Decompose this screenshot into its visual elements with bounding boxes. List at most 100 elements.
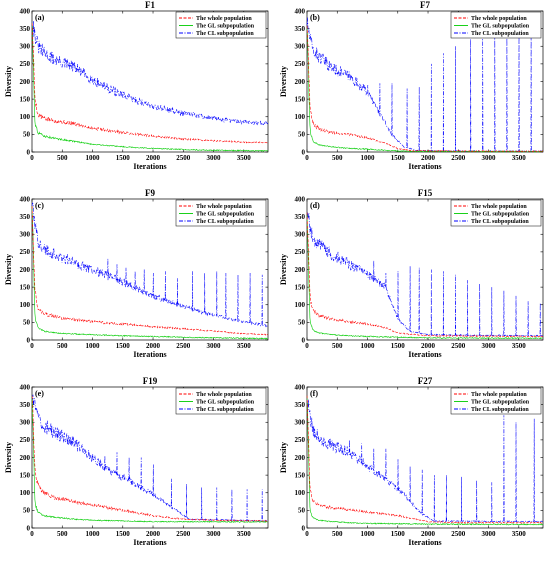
x-tick-label: 1500 bbox=[391, 530, 406, 538]
y-tick-label: 50 bbox=[23, 131, 31, 139]
y-tick-label: 100 bbox=[295, 113, 306, 121]
chart-panel: F15 0 50 100 150 200 250 300 350 400 0 500 1000 1500 2… bbox=[275, 188, 550, 376]
chart-title: F7 bbox=[420, 0, 430, 10]
y-tick-label: 150 bbox=[20, 471, 31, 479]
panel-tag: (e) bbox=[35, 389, 44, 398]
chart-svg: F7 0 50 100 150 200 250 300 350 400 0 500 1000 1500 20… bbox=[279, 0, 544, 171]
y-tick-label: 200 bbox=[20, 266, 31, 274]
series-line bbox=[306, 395, 544, 526]
chart-svg: F27 0 50 100 150 200 250 300 350 400 0 500 1000 1500 2… bbox=[279, 376, 544, 547]
y-tick-label: 400 bbox=[295, 383, 306, 391]
x-tick-label: 2000 bbox=[421, 530, 436, 538]
y-tick-label: 50 bbox=[298, 131, 306, 139]
x-tick-label: 3000 bbox=[482, 342, 497, 350]
series-line bbox=[31, 22, 268, 152]
y-tick-label: 50 bbox=[298, 319, 306, 327]
x-axis-label: Iterations bbox=[133, 162, 166, 171]
x-tick-label: 1500 bbox=[116, 154, 131, 162]
y-tick-label: 150 bbox=[295, 95, 306, 103]
series-line bbox=[31, 20, 269, 126]
y-tick-label: 400 bbox=[20, 383, 31, 391]
y-tick-label: 50 bbox=[23, 319, 31, 327]
y-tick-label: 350 bbox=[295, 25, 306, 33]
y-tick-label: 250 bbox=[20, 248, 31, 256]
x-tick-label: 2500 bbox=[176, 530, 191, 538]
x-axis-label: Iterations bbox=[408, 350, 441, 359]
legend-label: The GL subpopulation bbox=[471, 400, 530, 406]
chart-panel: F19 0 50 100 150 200 250 300 350 400 0 500 1000 1500 2… bbox=[0, 376, 275, 564]
chart-svg: F15 0 50 100 150 200 250 300 350 400 0 500 1000 1500 2… bbox=[279, 188, 544, 359]
x-tick-label: 3500 bbox=[512, 342, 527, 350]
x-tick-label: 500 bbox=[332, 154, 343, 162]
y-tick-label: 150 bbox=[295, 283, 306, 291]
chart-title: F19 bbox=[143, 376, 158, 386]
y-tick-label: 400 bbox=[295, 195, 306, 203]
x-tick-label: 500 bbox=[57, 154, 68, 162]
y-tick-label: 0 bbox=[27, 524, 31, 532]
y-tick-label: 350 bbox=[295, 213, 306, 221]
x-axis-label: Iterations bbox=[408, 538, 441, 547]
series-line bbox=[306, 211, 543, 337]
legend-label: The whole population bbox=[196, 392, 252, 398]
y-tick-label: 0 bbox=[27, 336, 31, 344]
chart-svg: F1 0 50 100 150 200 250 300 350 400 0 500 1000 1500 20… bbox=[4, 0, 269, 171]
x-tick-label: 500 bbox=[57, 342, 68, 350]
series-line bbox=[306, 212, 543, 338]
x-axis-label: Iterations bbox=[133, 350, 166, 359]
x-tick-label: 3000 bbox=[207, 154, 222, 162]
y-tick-label: 400 bbox=[20, 7, 31, 15]
panel-tag: (b) bbox=[310, 13, 320, 22]
y-tick-label: 0 bbox=[302, 148, 306, 156]
y-tick-label: 300 bbox=[295, 43, 306, 51]
y-axis-label: Diversity bbox=[4, 66, 13, 97]
x-axis-label: Iterations bbox=[408, 162, 441, 171]
legend-label: The whole population bbox=[471, 392, 527, 398]
y-tick-label: 300 bbox=[295, 419, 306, 427]
x-tick-label: 2500 bbox=[176, 154, 191, 162]
x-tick-label: 0 bbox=[30, 154, 34, 162]
series-line bbox=[31, 394, 269, 522]
x-tick-label: 3500 bbox=[512, 154, 527, 162]
series-line bbox=[306, 25, 544, 153]
x-tick-label: 3500 bbox=[237, 530, 252, 538]
x-tick-label: 2500 bbox=[451, 530, 466, 538]
y-tick-label: 300 bbox=[20, 419, 31, 427]
y-tick-label: 250 bbox=[20, 436, 31, 444]
series-line bbox=[31, 396, 268, 522]
x-tick-label: 0 bbox=[30, 342, 34, 350]
x-tick-label: 1000 bbox=[361, 342, 376, 350]
y-tick-label: 150 bbox=[20, 283, 31, 291]
panel-tag: (a) bbox=[35, 13, 45, 22]
x-tick-label: 2000 bbox=[146, 530, 161, 538]
x-tick-label: 1000 bbox=[86, 342, 101, 350]
y-tick-label: 250 bbox=[20, 60, 31, 68]
chart-title: F1 bbox=[145, 0, 155, 10]
x-tick-label: 1500 bbox=[391, 342, 406, 350]
legend-label: The CL subpopulation bbox=[196, 219, 254, 225]
y-tick-label: 50 bbox=[298, 507, 306, 515]
x-tick-label: 2000 bbox=[146, 154, 161, 162]
y-tick-label: 250 bbox=[295, 436, 306, 444]
x-tick-label: 1500 bbox=[391, 154, 406, 162]
y-tick-label: 350 bbox=[20, 25, 31, 33]
chart-svg: F19 0 50 100 150 200 250 300 350 400 0 500 1000 1500 2… bbox=[4, 376, 269, 547]
legend bbox=[175, 387, 267, 415]
legend-label: The GL subpopulation bbox=[471, 24, 530, 30]
y-tick-label: 200 bbox=[20, 454, 31, 462]
legend-label: The CL subpopulation bbox=[196, 407, 254, 413]
legend-label: The GL subpopulation bbox=[196, 24, 255, 30]
y-tick-label: 350 bbox=[20, 213, 31, 221]
chart-title: F27 bbox=[418, 376, 433, 386]
x-tick-label: 2000 bbox=[421, 342, 436, 350]
legend bbox=[450, 387, 542, 415]
y-axis-label: Diversity bbox=[279, 254, 288, 285]
series-line bbox=[31, 206, 268, 336]
y-tick-label: 200 bbox=[295, 78, 306, 86]
y-axis-label: Diversity bbox=[279, 442, 288, 473]
y-tick-label: 150 bbox=[20, 95, 31, 103]
chart-panel: F27 0 50 100 150 200 250 300 350 400 0 500 1000 1500 2… bbox=[275, 376, 550, 564]
legend-label: The CL subpopulation bbox=[196, 31, 254, 37]
x-tick-label: 2000 bbox=[421, 154, 436, 162]
x-tick-label: 3500 bbox=[237, 342, 252, 350]
x-tick-label: 0 bbox=[305, 154, 309, 162]
